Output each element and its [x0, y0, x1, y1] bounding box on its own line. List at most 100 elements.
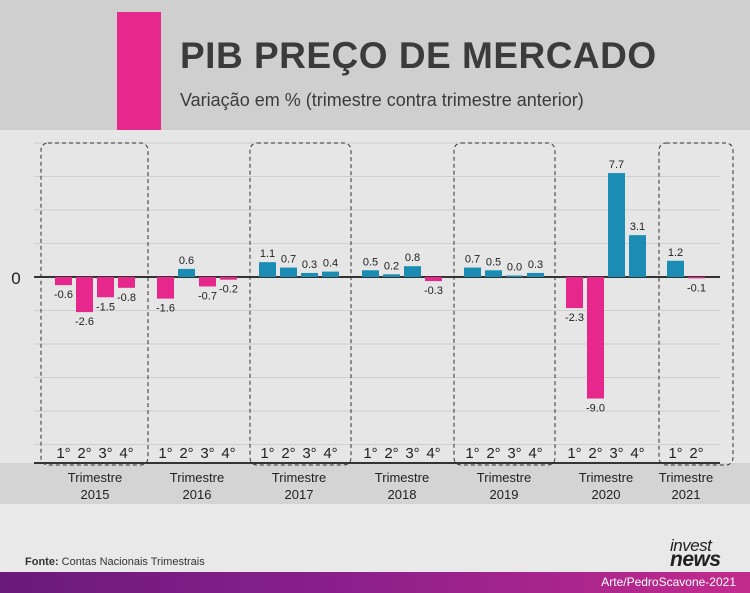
value-label: -2.6: [75, 316, 94, 328]
year-highlight-box: [453, 142, 556, 466]
value-label: 0.3: [302, 259, 317, 271]
quarter-label: 4°: [528, 445, 542, 462]
bar-2017-q2: [280, 267, 297, 277]
bar-2016-q1: [157, 277, 174, 299]
year-label-band: [0, 463, 750, 504]
value-label: 3.1: [630, 221, 645, 233]
bar-2017-q1: [259, 262, 276, 277]
value-label: -0.6: [54, 289, 73, 301]
quarter-label: 3°: [507, 445, 521, 462]
quarter-label: 4°: [221, 445, 235, 462]
value-label: -0.3: [424, 285, 443, 297]
bar-2020-q3: [608, 173, 625, 277]
value-label: -0.7: [198, 290, 217, 302]
bar-2018-q3: [404, 266, 421, 277]
value-label: -2.3: [565, 312, 584, 324]
value-label: 0.7: [465, 254, 480, 266]
year-label-line1: Trimestre: [272, 470, 326, 485]
value-label: 0.0: [507, 262, 522, 274]
quarter-label: 1°: [567, 445, 581, 462]
bar-2018-q2: [383, 274, 400, 277]
quarter-label: 1°: [465, 445, 479, 462]
quarter-label: 2°: [384, 445, 398, 462]
zero-axis-label: 0: [11, 269, 20, 288]
year-label-line2: 2021: [672, 487, 701, 502]
bar-2019-q2: [485, 270, 502, 277]
bar-2020-q4: [629, 235, 646, 277]
quarter-label: 1°: [363, 445, 377, 462]
quarter-label: 2°: [179, 445, 193, 462]
source-note: Fonte: Contas Nacionais Trimestrais: [25, 556, 205, 568]
year-label-line2: 2016: [183, 487, 212, 502]
logo-text-bottom: news: [670, 548, 721, 571]
year-highlight-box: [40, 142, 149, 466]
accent-bar: [117, 12, 161, 130]
bar-2018-q1: [362, 270, 379, 277]
source-label: Fonte:: [25, 556, 59, 568]
bar-2021-q1: [667, 260, 684, 277]
bar-2019-q4: [527, 272, 544, 277]
credit-text: Arte/PedroScavone-2021: [601, 575, 736, 589]
value-label: 0.5: [363, 256, 378, 268]
bar-2021-q2: [688, 277, 705, 279]
value-label: 0.3: [528, 259, 543, 271]
bar-2019-q3: [506, 275, 523, 277]
quarter-label: 3°: [405, 445, 419, 462]
bar-2016-q4: [220, 277, 237, 280]
year-highlight-box: [658, 142, 734, 466]
value-label: 1.2: [668, 247, 683, 259]
quarter-label: 1°: [260, 445, 274, 462]
quarter-label: 2°: [281, 445, 295, 462]
bar-2020-q2: [587, 277, 604, 399]
bar-2017-q4: [322, 271, 339, 277]
bar-2015-q2: [76, 277, 93, 313]
year-label-line1: Trimestre: [579, 470, 633, 485]
value-label: 0.6: [179, 255, 194, 267]
quarter-label: 3°: [98, 445, 112, 462]
year-label-line1: Trimestre: [659, 470, 713, 485]
year-label-line2: 2018: [388, 487, 417, 502]
quarter-label: 1°: [158, 445, 172, 462]
value-label: 0.7: [281, 254, 296, 266]
bar-2015-q4: [118, 277, 135, 288]
bar-2020-q1: [566, 277, 583, 309]
year-label-line1: Trimestre: [68, 470, 122, 485]
credit-bar: Arte/PedroScavone-2021: [0, 572, 750, 593]
quarter-label: 3°: [609, 445, 623, 462]
year-label-line1: Trimestre: [477, 470, 531, 485]
quarter-label: 3°: [200, 445, 214, 462]
bar-2018-q4: [425, 277, 442, 282]
bar-2017-q3: [301, 272, 318, 277]
quarter-label: 2°: [486, 445, 500, 462]
value-label: 1.1: [260, 248, 275, 260]
quarter-label: 2°: [588, 445, 602, 462]
value-label: -0.8: [117, 292, 136, 304]
bar-2019-q1: [464, 267, 481, 277]
bar-2015-q1: [55, 277, 72, 286]
year-label-line2: 2019: [490, 487, 519, 502]
value-label: -9.0: [586, 403, 605, 415]
source-text: Contas Nacionais Trimestrais: [61, 556, 205, 568]
value-label: 7.7: [609, 159, 624, 171]
quarter-label: 2°: [689, 445, 703, 462]
chart-subtitle: Variação em % (trimestre contra trimestr…: [180, 90, 584, 110]
quarter-label: 1°: [668, 445, 682, 462]
bar-2015-q3: [97, 277, 114, 298]
chart-title: PIB PREÇO DE MERCADO: [180, 35, 657, 76]
quarter-label: 3°: [302, 445, 316, 462]
quarter-label: 1°: [56, 445, 70, 462]
year-label-line2: 2020: [592, 487, 621, 502]
value-label: -0.1: [687, 282, 706, 294]
year-highlight-box: [249, 142, 352, 466]
bar-2016-q3: [199, 277, 216, 287]
year-label-line2: 2017: [285, 487, 314, 502]
year-label-line1: Trimestre: [375, 470, 429, 485]
value-label: -0.2: [219, 284, 238, 296]
quarter-label: 4°: [426, 445, 440, 462]
year-label-line1: Trimestre: [170, 470, 224, 485]
quarter-label: 4°: [119, 445, 133, 462]
bar-2016-q2: [178, 268, 195, 277]
bar-chart: 0 -0.6 1° -2.6 2° -1.5 3° -0.8 4° Trimestre 2015 -1…: [11, 142, 734, 502]
quarter-label: 4°: [323, 445, 337, 462]
value-label: 0.5: [486, 256, 501, 268]
